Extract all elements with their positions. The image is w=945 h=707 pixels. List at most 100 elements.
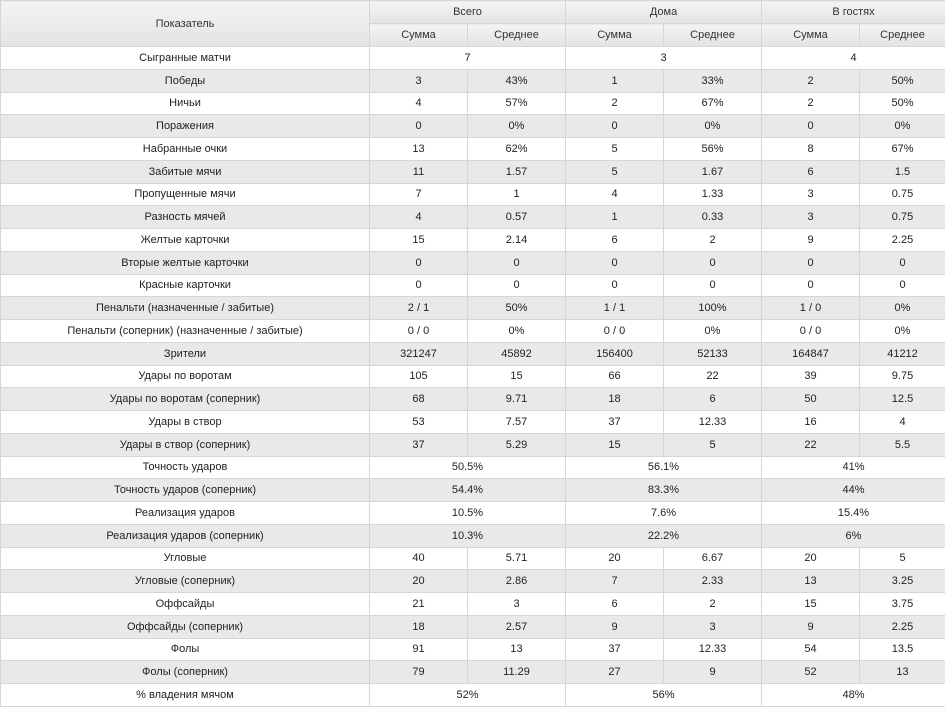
- table-cell: 48%: [761, 683, 945, 707]
- table-cell: 0%: [467, 114, 566, 138]
- table-cell: 0: [467, 250, 566, 275]
- table-cell: 0%: [663, 319, 762, 343]
- table-row: Угловые 40 5.71 20 6.67 20 5: [0, 546, 945, 571]
- table-cell: 41212: [859, 341, 945, 366]
- table-cell: 11: [369, 159, 468, 184]
- table-cell: 0%: [663, 114, 762, 138]
- table-cell: 67%: [663, 91, 762, 116]
- table-row: Зрители 321247 45892 156400 52133 164847 41212: [0, 341, 945, 366]
- row-label: Ничьи: [0, 91, 370, 116]
- table-row: Желтые карточки 15 2.14 6 2 9 2.25: [0, 228, 945, 252]
- table-row: Точность ударов 50.5% 56.1% 41%: [0, 455, 945, 480]
- table-cell: 1 / 1: [565, 296, 664, 320]
- table-cell: 13: [761, 569, 860, 593]
- table-cell: 3.75: [859, 592, 945, 616]
- table-cell: 1: [565, 68, 664, 93]
- table-cell: 6.67: [663, 546, 762, 571]
- table-cell: 50%: [859, 91, 945, 116]
- header-away[interactable]: В гостях: [761, 0, 945, 24]
- table-cell: 2: [663, 592, 762, 616]
- header-home[interactable]: Дома: [565, 0, 762, 24]
- table-row: Пенальти (соперник) (назначенные / забит…: [0, 319, 945, 343]
- table-row: Победы 3 43% 1 33% 2 50%: [0, 68, 945, 93]
- table-cell: 3: [663, 614, 762, 639]
- table-cell: 12.5: [859, 387, 945, 411]
- table-cell: 2: [761, 91, 860, 116]
- table-cell: 0: [761, 114, 860, 138]
- table-cell: 50.5%: [369, 455, 566, 480]
- table-cell: 50%: [859, 68, 945, 93]
- table-cell: 50: [761, 387, 860, 411]
- header-total-avg[interactable]: Среднее: [467, 23, 566, 47]
- table-cell: 15: [467, 364, 566, 389]
- table-cell: 3.25: [859, 569, 945, 593]
- table-cell: 2.25: [859, 228, 945, 252]
- table-cell: 52: [761, 660, 860, 684]
- row-label: Вторые желтые карточки: [0, 250, 370, 275]
- table-cell: 0%: [467, 319, 566, 343]
- table-header: Показатель Всего Дома В гостях Сумма Сре…: [0, 0, 945, 47]
- table-body: Сыгранные матчи 7 3 4 Победы 3 43% 1 33% 2 50% Ничь…: [0, 46, 945, 707]
- table-cell: 5: [565, 137, 664, 161]
- table-row: Фолы 91 13 37 12.33 54 13.5: [0, 637, 945, 662]
- table-row: Набранные очки 13 62% 5 56% 8 67%: [0, 137, 945, 161]
- table-cell: 9.75: [859, 364, 945, 389]
- table-cell: 0.75: [859, 182, 945, 207]
- table-cell: 4: [761, 46, 945, 70]
- header-total[interactable]: Всего: [369, 0, 566, 24]
- table-cell: 3: [761, 182, 860, 207]
- table-cell: 20: [369, 569, 468, 593]
- header-home-avg[interactable]: Среднее: [663, 23, 762, 47]
- table-cell: 2 / 1: [369, 296, 468, 320]
- table-cell: 1: [467, 182, 566, 207]
- header-indicator[interactable]: Показатель: [0, 0, 370, 47]
- table-cell: 52%: [369, 683, 566, 707]
- table-cell: 0: [565, 273, 664, 298]
- header-home-sum[interactable]: Сумма: [565, 23, 664, 47]
- table-row: Пенальти (назначенные / забитые) 2 / 1 50%…: [0, 296, 945, 320]
- table-cell: 22: [663, 364, 762, 389]
- table-cell: 37: [369, 432, 468, 457]
- table-cell: 7.57: [467, 410, 566, 434]
- row-label: Угловые (соперник): [0, 569, 370, 593]
- table-cell: 4: [565, 182, 664, 207]
- table-cell: 0%: [859, 296, 945, 320]
- table-row: Точность ударов (соперник) 54.4% 83.3% 44%: [0, 478, 945, 502]
- table-row: Удары по воротам (соперник) 68 9.71 18 6 50 12…: [0, 387, 945, 411]
- table-cell: 1.57: [467, 159, 566, 184]
- table-cell: 5: [565, 159, 664, 184]
- table-cell: 18: [369, 614, 468, 639]
- table-cell: 0: [565, 250, 664, 275]
- table-cell: 2.33: [663, 569, 762, 593]
- row-label: Забитые мячи: [0, 159, 370, 184]
- table-cell: 2.14: [467, 228, 566, 252]
- table-cell: 62%: [467, 137, 566, 161]
- table-cell: 10.3%: [369, 523, 566, 548]
- table-cell: 43%: [467, 68, 566, 93]
- table-cell: 33%: [663, 68, 762, 93]
- table-row: Реализация ударов 10.5% 7.6% 15.4%: [0, 501, 945, 525]
- row-label: Фолы (соперник): [0, 660, 370, 684]
- row-label: Разность мячей: [0, 205, 370, 229]
- table-cell: 16: [761, 410, 860, 434]
- table-cell: 20: [565, 546, 664, 571]
- table-cell: 5.71: [467, 546, 566, 571]
- table-cell: 15: [369, 228, 468, 252]
- table-cell: 45892: [467, 341, 566, 366]
- table-cell: 0: [663, 273, 762, 298]
- row-label: Реализация ударов (соперник): [0, 523, 370, 548]
- header-away-sum[interactable]: Сумма: [761, 23, 860, 47]
- header-away-avg[interactable]: Среднее: [859, 23, 945, 47]
- table-cell: 1: [565, 205, 664, 229]
- table-row: Удары в створ (соперник) 37 5.29 15 5 22 5.5: [0, 432, 945, 457]
- table-cell: 12.33: [663, 410, 762, 434]
- table-cell: 10.5%: [369, 501, 566, 525]
- header-total-sum[interactable]: Сумма: [369, 23, 468, 47]
- table-cell: 156400: [565, 341, 664, 366]
- table-row: Поражения 0 0% 0 0% 0 0%: [0, 114, 945, 138]
- row-label: Оффсайды (соперник): [0, 614, 370, 639]
- table-cell: 0: [369, 114, 468, 138]
- table-cell: 68: [369, 387, 468, 411]
- table-row: % владения мячом 52% 56% 48%: [0, 683, 945, 707]
- table-cell: 0: [663, 250, 762, 275]
